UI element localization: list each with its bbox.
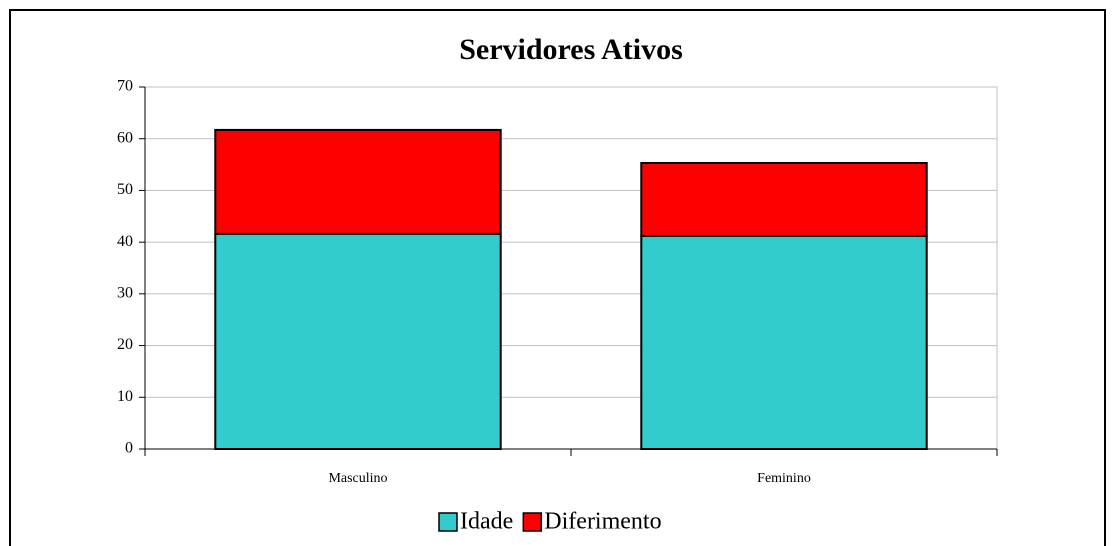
x-tick-label: Masculino <box>328 471 387 486</box>
legend-swatch <box>522 512 543 532</box>
y-tick-label: 70 <box>117 78 133 95</box>
bar-segment <box>640 162 928 237</box>
y-tick-label: 10 <box>117 388 133 405</box>
legend-swatch <box>438 512 458 532</box>
bar-segment <box>214 232 502 450</box>
y-tick-label: 0 <box>125 440 133 457</box>
x-tick-label: Feminino <box>757 471 811 486</box>
bar-segment <box>214 128 502 235</box>
y-tick-label: 50 <box>117 181 133 198</box>
y-tick-label: 20 <box>117 336 133 353</box>
bar-segment <box>640 234 928 450</box>
y-tick-label: 30 <box>117 285 133 302</box>
y-tick-label: 40 <box>117 233 133 250</box>
y-tick-label: 60 <box>117 129 133 146</box>
legend-label: Idade <box>460 509 513 535</box>
legend-label: Diferimento <box>544 509 661 535</box>
chart-title: Servidores Ativos <box>459 33 683 66</box>
